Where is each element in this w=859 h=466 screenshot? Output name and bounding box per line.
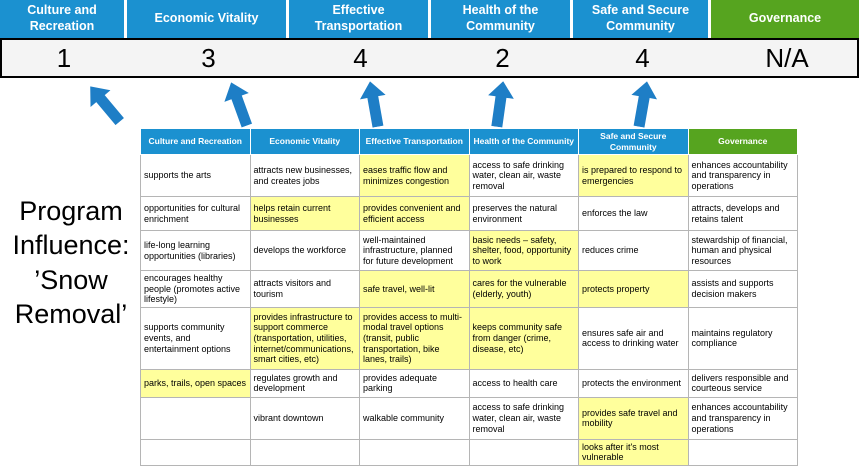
matrix-cell: life-long learning opportunities (librar… xyxy=(140,230,251,271)
matrix-cell: stewardship of financial, human and phys… xyxy=(687,230,798,271)
scoreboard-score-row: 1 3 4 2 4 N/A xyxy=(0,38,859,78)
matrix-header-safe-and-secure-community: Safe and Secure Community xyxy=(578,128,689,155)
score-value-health-of-the-community: 2 xyxy=(495,42,510,73)
score-value-economic-vitality: 3 xyxy=(201,42,216,73)
matrix-cell-highlighted: provides convenient and efficient access xyxy=(359,196,470,231)
matrix-cell: supports community events, and entertain… xyxy=(140,306,251,370)
matrix-cell-highlighted: eases traffic flow and minimizes congest… xyxy=(359,154,470,197)
matrix-cell: access to safe drinking water, clean air… xyxy=(468,154,579,197)
matrix-cell: enhances accountability and transparency… xyxy=(687,154,798,197)
score-value-culture-and-recreation: 1 xyxy=(56,42,72,73)
matrix-cell: protects the environment xyxy=(578,368,689,398)
matrix-cell xyxy=(140,438,251,466)
matrix-row: vibrant downtown walkable community access… xyxy=(140,396,798,440)
matrix-row: looks after it's most vulnerable xyxy=(140,438,798,466)
scoreboard-header-governance: Governance xyxy=(711,0,859,38)
matrix-cell-highlighted: provides access to multi-modal travel op… xyxy=(359,306,470,370)
matrix-cell-highlighted: parks, trails, open spaces xyxy=(140,368,251,398)
matrix-header-health-of-the-community: Health of the Community xyxy=(468,128,579,155)
matrix-cell: delivers responsible and courteous servi… xyxy=(687,368,798,398)
matrix-cell xyxy=(359,438,470,466)
scoreboard-header-health-of-the-community: Health of the Community xyxy=(431,0,570,38)
matrix-cell-highlighted: safe travel, well-lit xyxy=(359,270,470,308)
up-arrow-icon xyxy=(484,79,516,128)
matrix-body: supports the arts attracts new businesses… xyxy=(140,154,798,466)
matrix-cell: attracts, develops and retains talent xyxy=(687,196,798,231)
score-value-effective-transportation: 4 xyxy=(353,42,368,73)
score-value-governance: N/A xyxy=(765,42,809,73)
influence-matrix: Culture and Recreation Economic Vitality E… xyxy=(140,128,798,466)
matrix-cell-highlighted: provides safe travel and mobility xyxy=(578,396,689,440)
matrix-cell-highlighted: helps retain current businesses xyxy=(249,196,360,231)
matrix-header-row: Culture and Recreation Economic Vitality E… xyxy=(140,128,798,155)
matrix-row: opportunities for cultural enrichment hel… xyxy=(140,196,798,231)
matrix-cell: regulates growth and development xyxy=(249,368,360,398)
matrix-cell-highlighted: protects property xyxy=(578,270,689,308)
matrix-cell-highlighted: looks after it's most vulnerable xyxy=(578,438,689,466)
scoreboard-header-effective-transportation: Effective Transportation xyxy=(289,0,428,38)
matrix-cell: enhances accountability and transparency… xyxy=(687,396,798,440)
matrix-cell: ensures safe air and access to drinking … xyxy=(578,306,689,370)
matrix-cell: access to safe drinking water, clean air… xyxy=(468,396,579,440)
scoreboard-header-economic-vitality: Economic Vitality xyxy=(127,0,286,38)
scoreboard-header-culture-and-recreation: Culture and Recreation xyxy=(0,0,124,38)
matrix-cell-highlighted: basic needs – safety, shelter, food, opp… xyxy=(468,230,579,271)
matrix-cell-highlighted: provides infrastructure to support comme… xyxy=(249,306,360,370)
matrix-header-culture-and-recreation: Culture and Recreation xyxy=(140,128,251,155)
matrix-header-economic-vitality: Economic Vitality xyxy=(249,128,360,155)
matrix-cell-highlighted: cares for the vulnerable (elderly, youth… xyxy=(468,270,579,308)
matrix-cell: assists and supports decision makers xyxy=(687,270,798,308)
matrix-cell: encourages healthy people (promotes acti… xyxy=(140,270,251,308)
matrix-cell xyxy=(249,438,360,466)
matrix-cell: attracts new businesses, and creates job… xyxy=(249,154,360,197)
matrix-cell: maintains regulatory compliance xyxy=(687,306,798,370)
scoreboard-header-safe-and-secure-community: Safe and Secure Community xyxy=(573,0,708,38)
matrix-header-governance: Governance xyxy=(687,128,798,155)
score-value-safe-and-secure-community: 4 xyxy=(635,42,650,73)
matrix-row: supports community events, and entertain… xyxy=(140,306,798,370)
matrix-cell: develops the workforce xyxy=(249,230,360,271)
matrix-cell: well-maintained infrastructure, planned … xyxy=(359,230,470,271)
up-arrow-icon xyxy=(80,78,129,130)
scoreboard-header-row: Culture and Recreation Economic Vitality E… xyxy=(0,0,859,38)
matrix-cell: opportunities for cultural enrichment xyxy=(140,196,251,231)
matrix-cell-highlighted: is prepared to respond to emergencies xyxy=(578,154,689,197)
matrix-cell xyxy=(140,396,251,440)
matrix-row: encourages healthy people (promotes acti… xyxy=(140,270,798,308)
matrix-cell: enforces the law xyxy=(578,196,689,231)
matrix-cell: reduces crime xyxy=(578,230,689,271)
matrix-cell-highlighted: keeps community safe from danger (crime,… xyxy=(468,306,579,370)
matrix-header-effective-transportation: Effective Transportation xyxy=(359,128,470,155)
page-title: Program Influence: ’Snow Removal’ xyxy=(12,196,130,329)
up-arrow-icon xyxy=(357,79,391,129)
matrix-row: parks, trails, open spaces regulates grow… xyxy=(140,368,798,398)
up-arrow-icon xyxy=(626,79,660,129)
matrix-cell: access to health care xyxy=(468,368,579,398)
matrix-row: life-long learning opportunities (librar… xyxy=(140,230,798,271)
matrix-cell: attracts visitors and tourism xyxy=(249,270,360,308)
matrix-cell: preserves the natural environment xyxy=(468,196,579,231)
matrix-cell xyxy=(687,438,798,466)
matrix-cell xyxy=(468,438,579,466)
up-arrow-icon xyxy=(219,78,259,130)
matrix-cell: provides adequate parking xyxy=(359,368,470,398)
matrix-cell: vibrant downtown xyxy=(249,396,360,440)
matrix-cell: walkable community xyxy=(359,396,470,440)
matrix-row: supports the arts attracts new businesses… xyxy=(140,154,798,197)
matrix-cell: supports the arts xyxy=(140,154,251,197)
